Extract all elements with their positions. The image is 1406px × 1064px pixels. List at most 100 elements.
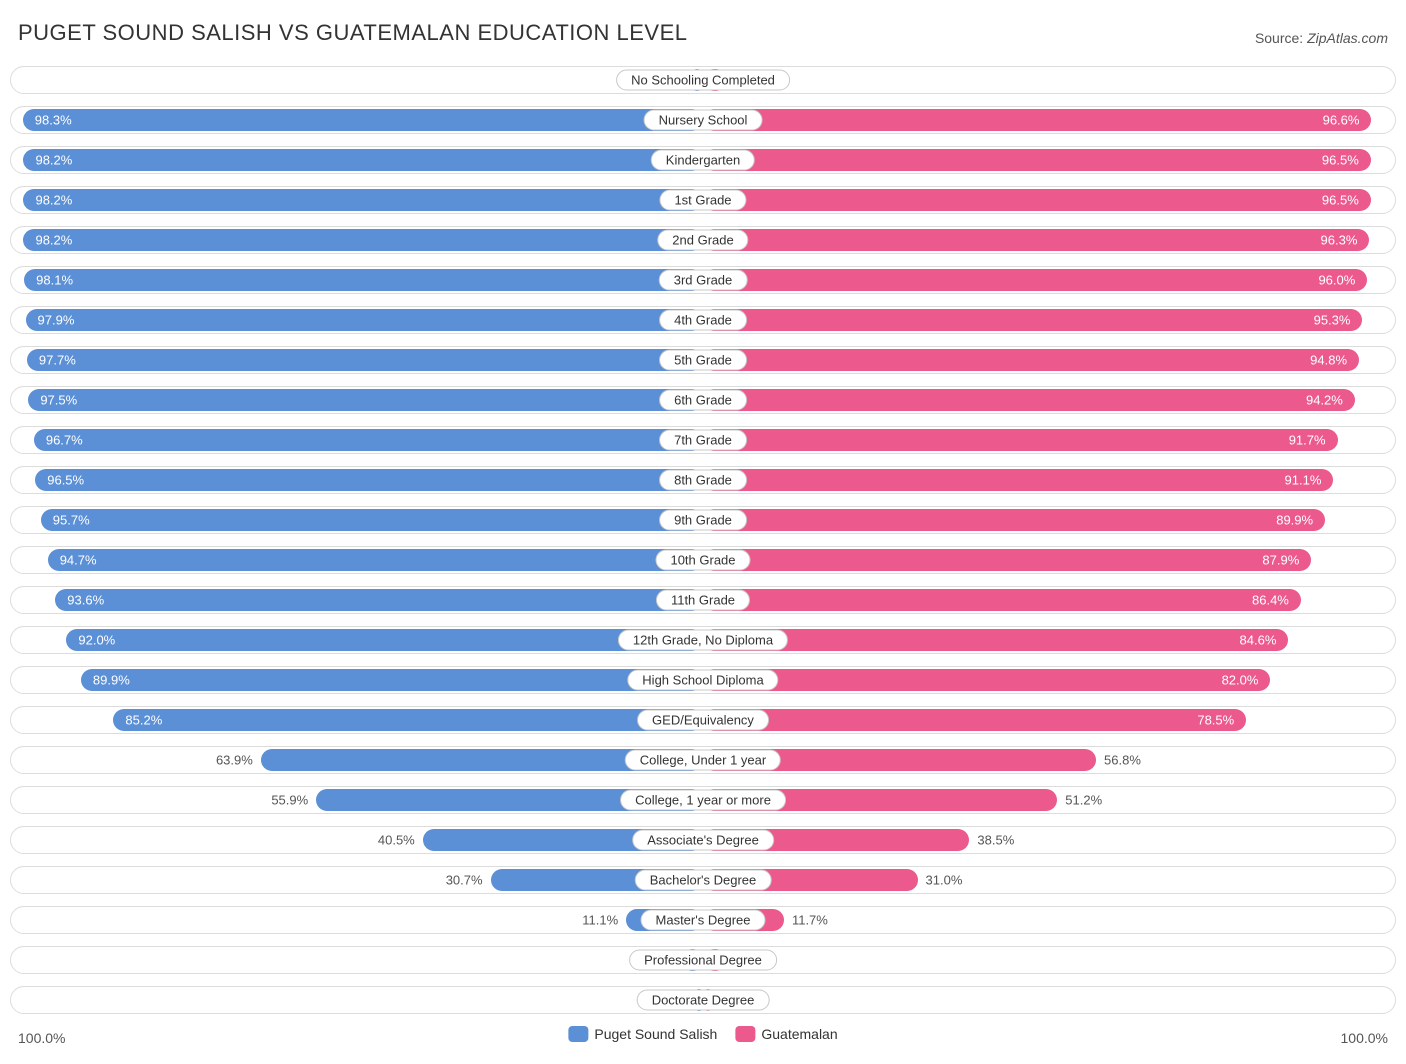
- legend-label-left: Puget Sound Salish: [594, 1026, 717, 1042]
- value-left: 92.0%: [78, 633, 115, 648]
- value-right: 91.1%: [1285, 473, 1322, 488]
- category-label: College, Under 1 year: [625, 750, 781, 771]
- bar-left: [23, 149, 703, 171]
- chart-row: 97.7%94.8%5th Grade: [10, 346, 1396, 374]
- category-label: College, 1 year or more: [620, 790, 786, 811]
- chart-row: 98.2%96.3%2nd Grade: [10, 226, 1396, 254]
- chart-row: 98.1%96.0%3rd Grade: [10, 266, 1396, 294]
- chart-row: 94.7% 87.9% 10th Grade: [10, 546, 1396, 574]
- category-label: 9th Grade: [659, 510, 747, 531]
- chart-footer: 100.0% 100.0% Puget Sound Salish Guatema…: [10, 1026, 1396, 1054]
- value-left: 97.9%: [38, 313, 75, 328]
- bar-right: [703, 149, 1371, 171]
- category-label: GED/Equivalency: [637, 710, 769, 731]
- bar-right: [703, 309, 1362, 331]
- chart-row: 92.0%84.6%12th Grade, No Diploma: [10, 626, 1396, 654]
- bar-right: [703, 109, 1371, 131]
- value-right: 56.8%: [1104, 753, 1141, 768]
- chart-row: 63.9% 56.8% College, Under 1 year: [10, 746, 1396, 774]
- value-right: 94.2%: [1306, 393, 1343, 408]
- chart-row: 55.9%51.2%College, 1 year or more: [10, 786, 1396, 814]
- value-left: 85.2%: [125, 713, 162, 728]
- chart-row: 3.1%3.5%Professional Degree: [10, 946, 1396, 974]
- value-left: 55.9%: [271, 793, 308, 808]
- bar-left: [48, 549, 703, 571]
- value-left: 96.5%: [47, 473, 84, 488]
- value-left: 63.9%: [216, 753, 253, 768]
- bar-right: [703, 509, 1325, 531]
- source-label: Source:: [1255, 30, 1307, 46]
- legend-swatch-left: [568, 1026, 588, 1042]
- category-label: 2nd Grade: [657, 230, 748, 251]
- value-right: 91.7%: [1289, 433, 1326, 448]
- chart-row: 1.8%3.5%No Schooling Completed: [10, 66, 1396, 94]
- bar-right: [703, 429, 1338, 451]
- value-left: 30.7%: [446, 873, 483, 888]
- chart-header: PUGET SOUND SALISH VS GUATEMALAN EDUCATI…: [10, 20, 1396, 46]
- legend-item-left: Puget Sound Salish: [568, 1026, 717, 1042]
- value-right: 78.5%: [1197, 713, 1234, 728]
- chart-row: 30.7%31.0%Bachelor's Degree: [10, 866, 1396, 894]
- category-label: 3rd Grade: [659, 270, 748, 291]
- bar-left: [66, 629, 703, 651]
- value-right: 96.5%: [1322, 193, 1359, 208]
- value-right: 96.0%: [1318, 273, 1355, 288]
- butterfly-chart: 1.8%3.5%No Schooling Completed 98.3%96.6%…: [10, 66, 1396, 1014]
- value-left: 98.2%: [35, 193, 72, 208]
- axis-max-right: 100.0%: [1341, 1030, 1388, 1046]
- category-label: 10th Grade: [655, 550, 750, 571]
- value-right: 96.5%: [1322, 153, 1359, 168]
- bar-right: [703, 269, 1367, 291]
- category-label: Doctorate Degree: [637, 990, 770, 1011]
- value-left: 97.7%: [39, 353, 76, 368]
- bar-left: [23, 189, 703, 211]
- chart-row: 97.5% 94.2% 6th Grade: [10, 386, 1396, 414]
- value-left: 89.9%: [93, 673, 130, 688]
- value-right: 86.4%: [1252, 593, 1289, 608]
- value-left: 98.3%: [35, 113, 72, 128]
- value-right: 38.5%: [977, 833, 1014, 848]
- value-right: 11.7%: [792, 913, 828, 928]
- legend-swatch-right: [735, 1026, 755, 1042]
- chart-row: 85.2% 78.5% GED/Equivalency: [10, 706, 1396, 734]
- bar-left: [113, 709, 703, 731]
- chart-row: 97.9%95.3%4th Grade: [10, 306, 1396, 334]
- chart-source: Source: ZipAtlas.com: [1255, 30, 1388, 46]
- bar-left: [55, 589, 703, 611]
- bar-right: [703, 349, 1359, 371]
- chart-row: 93.6% 86.4% 11th Grade: [10, 586, 1396, 614]
- value-right: 82.0%: [1222, 673, 1259, 688]
- bar-right: [703, 669, 1270, 691]
- chart-row: 95.7%89.9%9th Grade: [10, 506, 1396, 534]
- bar-left: [41, 509, 703, 531]
- category-label: No Schooling Completed: [616, 70, 790, 91]
- value-left: 98.2%: [35, 153, 72, 168]
- value-left: 97.5%: [40, 393, 77, 408]
- category-label: 6th Grade: [659, 390, 747, 411]
- source-brand: ZipAtlas.com: [1307, 30, 1388, 46]
- chart-row: 96.7%91.7%7th Grade: [10, 426, 1396, 454]
- value-right: 31.0%: [926, 873, 963, 888]
- category-label: 11th Grade: [656, 590, 750, 611]
- value-left: 98.2%: [35, 233, 72, 248]
- bar-left: [26, 309, 703, 331]
- bar-left: [23, 229, 703, 251]
- bar-left: [27, 349, 703, 371]
- value-left: 95.7%: [53, 513, 90, 528]
- category-label: 4th Grade: [659, 310, 747, 331]
- value-right: 84.6%: [1240, 633, 1277, 648]
- value-left: 94.7%: [60, 553, 97, 568]
- category-label: Nursery School: [644, 110, 763, 131]
- value-left: 93.6%: [67, 593, 104, 608]
- value-right: 87.9%: [1262, 553, 1299, 568]
- chart-row: 40.5%38.5%Associate's Degree: [10, 826, 1396, 854]
- bar-right: [703, 549, 1311, 571]
- legend: Puget Sound Salish Guatemalan: [568, 1026, 837, 1042]
- bar-left: [28, 389, 703, 411]
- category-label: 8th Grade: [659, 470, 747, 491]
- bar-right: [703, 189, 1371, 211]
- legend-item-right: Guatemalan: [735, 1026, 837, 1042]
- axis-max-left: 100.0%: [18, 1030, 65, 1046]
- bar-right: [703, 709, 1246, 731]
- chart-row: 98.3%96.6%Nursery School: [10, 106, 1396, 134]
